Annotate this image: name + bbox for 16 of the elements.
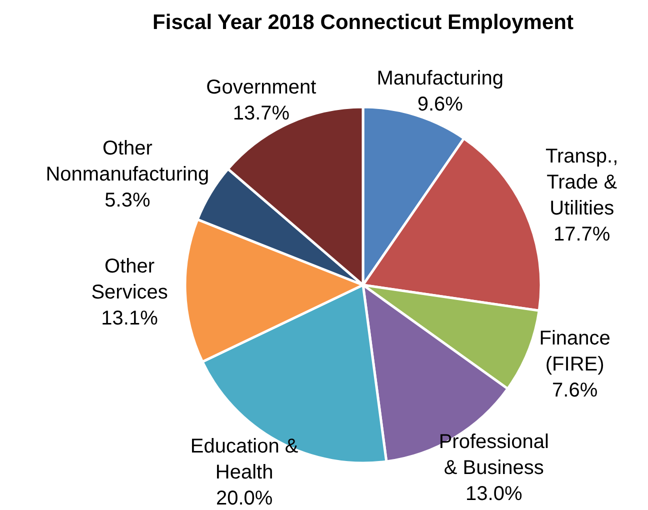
slice-label: Transp., Trade & Utilities [546, 146, 618, 220]
data-label: 5.3% [104, 190, 150, 212]
data-label: 20.0% [216, 487, 273, 510]
data-label: 17.7% [554, 224, 610, 246]
slice-label: Finance (FIRE) [539, 328, 610, 376]
slice-label: Professional & Business [438, 430, 549, 479]
slice-label: Manufacturing [376, 67, 504, 90]
slice-label: Other Nonmanufacturing [46, 138, 210, 186]
data-label: 7.6% [552, 380, 598, 402]
data-label: 9.6% [417, 93, 464, 116]
slice-label: Government [206, 76, 317, 99]
data-label: 13.1% [101, 307, 158, 330]
data-label: 13.0% [466, 482, 522, 505]
chart-title: Fiscal Year 2018 Connecticut Employment [152, 11, 574, 34]
data-label: 13.7% [232, 102, 290, 125]
slice-label: Other Services [91, 255, 168, 304]
